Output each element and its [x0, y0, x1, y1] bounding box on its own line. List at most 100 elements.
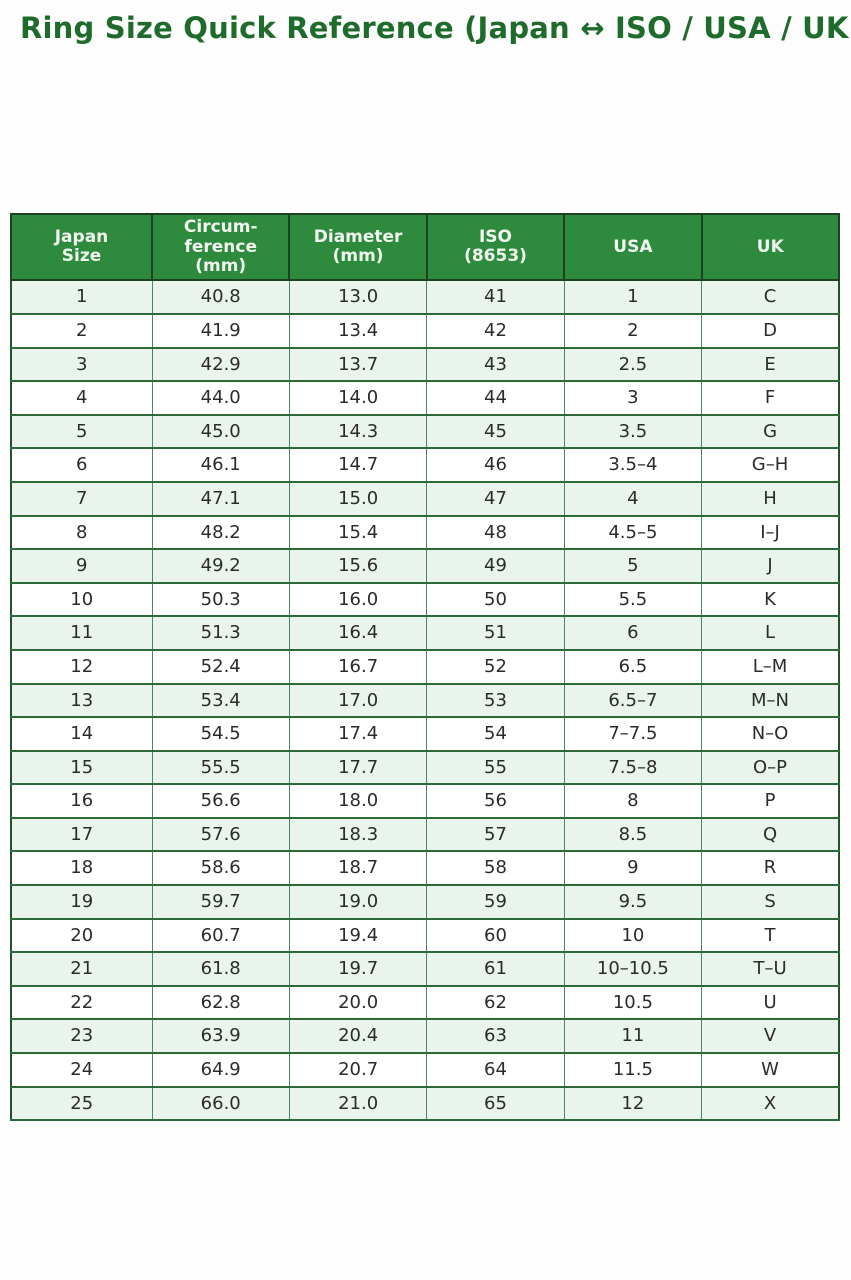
table-row: 12 52.4 16.7 52 6.5 L–M — [10, 648, 840, 685]
cell-japan-size: 1 — [10, 279, 153, 315]
cell-uk: T — [701, 917, 840, 954]
cell-uk: Q — [701, 816, 840, 853]
page-title: Ring Size Quick Reference (Japan ↔ ISO /… — [20, 11, 851, 45]
cell-usa: 11.5 — [563, 1052, 703, 1088]
cell-usa: 5 — [563, 548, 703, 584]
cell-circumference-mm: 40.8 — [151, 279, 290, 315]
cell-iso-8653: 50 — [426, 581, 565, 618]
cell-uk: E — [701, 346, 840, 383]
cell-diameter-mm: 16.4 — [288, 615, 428, 651]
cell-circumference-mm: 61.8 — [151, 951, 290, 987]
cell-diameter-mm: 16.0 — [288, 581, 428, 618]
cell-japan-size: 25 — [10, 1085, 153, 1122]
cell-circumference-mm: 59.7 — [151, 884, 290, 920]
table-row: 14 54.5 17.4 54 7–7.5 N–O — [10, 716, 840, 752]
table-row: 7 47.1 15.0 47 4 H — [10, 480, 840, 517]
cell-japan-size: 4 — [10, 380, 153, 416]
cell-diameter-mm: 20.4 — [288, 1018, 428, 1055]
cell-usa: 12 — [563, 1085, 703, 1122]
cell-iso-8653: 57 — [426, 816, 565, 853]
table-row: 24 64.9 20.7 64 11.5 W — [10, 1052, 840, 1088]
cell-circumference-mm: 53.4 — [151, 682, 290, 719]
cell-usa: 9.5 — [563, 884, 703, 920]
cell-circumference-mm: 55.5 — [151, 749, 290, 786]
cell-circumference-mm: 63.9 — [151, 1018, 290, 1055]
cell-japan-size: 12 — [10, 648, 153, 685]
cell-japan-size: 18 — [10, 850, 153, 887]
cell-circumference-mm: 56.6 — [151, 783, 290, 819]
cell-uk: T–U — [701, 951, 840, 987]
table-row: 10 50.3 16.0 50 5.5 K — [10, 581, 840, 618]
cell-japan-size: 24 — [10, 1052, 153, 1088]
cell-usa: 11 — [563, 1018, 703, 1055]
table-row: 18 58.6 18.7 58 9 R — [10, 850, 840, 887]
cell-japan-size: 3 — [10, 346, 153, 383]
cell-japan-size: 13 — [10, 682, 153, 719]
cell-usa: 10.5 — [563, 984, 703, 1021]
cell-uk: V — [701, 1018, 840, 1055]
cell-iso-8653: 54 — [426, 716, 565, 752]
cell-diameter-mm: 16.7 — [288, 648, 428, 685]
table-row: 17 57.6 18.3 57 8.5 Q — [10, 816, 840, 853]
cell-uk: I–J — [701, 514, 840, 551]
cell-japan-size: 15 — [10, 749, 153, 786]
cell-iso-8653: 55 — [426, 749, 565, 786]
cell-uk: W — [701, 1052, 840, 1088]
table-row: 13 53.4 17.0 53 6.5–7 M–N — [10, 682, 840, 719]
cell-diameter-mm: 14.3 — [288, 413, 428, 450]
cell-diameter-mm: 19.0 — [288, 884, 428, 920]
column-header-usa: USA — [563, 213, 703, 282]
cell-uk: F — [701, 380, 840, 416]
cell-diameter-mm: 14.7 — [288, 447, 428, 483]
cell-iso-8653: 47 — [426, 480, 565, 517]
cell-iso-8653: 58 — [426, 850, 565, 887]
table-row: 11 51.3 16.4 51 6 L — [10, 615, 840, 651]
cell-diameter-mm: 13.7 — [288, 346, 428, 383]
cell-diameter-mm: 18.7 — [288, 850, 428, 887]
cell-diameter-mm: 17.0 — [288, 682, 428, 719]
cell-circumference-mm: 60.7 — [151, 917, 290, 954]
column-header-uk: UK — [700, 213, 841, 282]
cell-uk: M–N — [701, 682, 840, 719]
cell-iso-8653: 52 — [426, 648, 565, 685]
cell-japan-size: 17 — [10, 816, 153, 853]
cell-iso-8653: 49 — [426, 548, 565, 584]
cell-uk: G — [701, 413, 840, 450]
cell-diameter-mm: 18.3 — [288, 816, 428, 853]
cell-usa: 6 — [563, 615, 703, 651]
cell-iso-8653: 61 — [426, 951, 565, 987]
cell-japan-size: 7 — [10, 480, 153, 517]
cell-diameter-mm: 15.0 — [288, 480, 428, 517]
cell-iso-8653: 62 — [426, 984, 565, 1021]
cell-usa: 5.5 — [563, 581, 703, 618]
cell-japan-size: 22 — [10, 984, 153, 1021]
table-row: 21 61.8 19.7 61 10–10.5 T–U — [10, 951, 840, 987]
cell-japan-size: 5 — [10, 413, 153, 450]
table-row: 25 66.0 21.0 65 12 X — [10, 1085, 840, 1122]
cell-uk: P — [701, 783, 840, 819]
cell-uk: J — [701, 548, 840, 584]
cell-diameter-mm: 17.7 — [288, 749, 428, 786]
cell-circumference-mm: 64.9 — [151, 1052, 290, 1088]
table-row: 1 40.8 13.0 41 1 C — [10, 279, 840, 315]
table-row: 15 55.5 17.7 55 7.5–8 O–P — [10, 749, 840, 786]
table-row: 20 60.7 19.4 60 10 T — [10, 917, 840, 954]
cell-diameter-mm: 20.0 — [288, 984, 428, 1021]
cell-japan-size: 6 — [10, 447, 153, 483]
cell-circumference-mm: 46.1 — [151, 447, 290, 483]
cell-usa: 7–7.5 — [563, 716, 703, 752]
cell-circumference-mm: 57.6 — [151, 816, 290, 853]
table-row: 22 62.8 20.0 62 10.5 U — [10, 984, 840, 1021]
cell-iso-8653: 60 — [426, 917, 565, 954]
cell-circumference-mm: 49.2 — [151, 548, 290, 584]
table-row: 6 46.1 14.7 46 3.5–4 G–H — [10, 447, 840, 483]
cell-usa: 4 — [563, 480, 703, 517]
cell-circumference-mm: 47.1 — [151, 480, 290, 517]
cell-iso-8653: 59 — [426, 884, 565, 920]
column-header-iso-8653: ISO (8653) — [425, 213, 566, 282]
cell-circumference-mm: 44.0 — [151, 380, 290, 416]
cell-japan-size: 9 — [10, 548, 153, 584]
cell-circumference-mm: 58.6 — [151, 850, 290, 887]
cell-usa: 4.5–5 — [563, 514, 703, 551]
cell-iso-8653: 51 — [426, 615, 565, 651]
